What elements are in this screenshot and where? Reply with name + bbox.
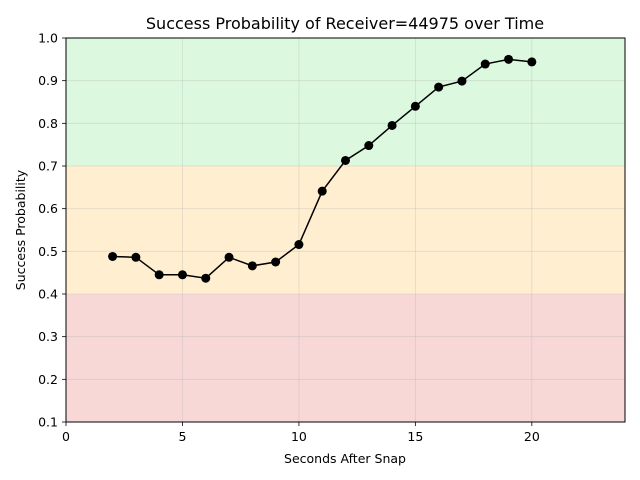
data-point	[294, 240, 304, 250]
y-tick-label: 0.3	[38, 329, 58, 344]
x-axis-ticks: 0 5 10 15 20	[62, 422, 540, 444]
data-point	[177, 270, 187, 280]
x-tick-label: 20	[524, 429, 540, 444]
x-axis-label: Seconds After Snap	[284, 451, 406, 466]
plot-frame	[65, 37, 626, 423]
band-1	[66, 166, 625, 294]
y-tick-label: 0.1	[38, 415, 58, 430]
data-point	[317, 186, 327, 196]
x-tick-label: 15	[407, 429, 423, 444]
data-point	[131, 252, 141, 262]
probability-bands	[66, 38, 625, 422]
data-point	[108, 251, 118, 261]
data-point	[224, 252, 234, 262]
data-point	[527, 57, 537, 67]
data-point	[410, 101, 420, 111]
data-point	[434, 82, 444, 92]
x-tick-label: 0	[62, 429, 70, 444]
band-2	[66, 38, 625, 166]
y-tick-label: 0.9	[38, 73, 58, 88]
data-point	[247, 261, 257, 271]
y-tick-label: 0.7	[38, 159, 58, 174]
y-tick-label: 1.0	[38, 31, 58, 46]
y-tick-label: 0.5	[38, 244, 58, 259]
data-point	[387, 120, 397, 130]
y-tick-label: 0.8	[38, 116, 58, 131]
y-tick-label: 0.4	[38, 287, 58, 302]
data-point	[457, 76, 467, 86]
data-point	[480, 59, 490, 69]
band-0	[66, 294, 625, 422]
data-point	[154, 270, 164, 280]
data-point	[364, 141, 374, 151]
data-point	[341, 155, 350, 165]
x-tick-label: 5	[178, 429, 186, 444]
chart-title: Success Probability of Receiver=44975 ov…	[146, 14, 544, 33]
y-axis-ticks: 0.1 0.2 0.3 0.4 0.5 0.6 0.7 0.8 0.9 1.0	[38, 31, 66, 430]
x-tick-label: 10	[291, 429, 307, 444]
y-axis-label: Success Probability	[13, 169, 28, 290]
data-point	[271, 257, 281, 267]
y-tick-label: 0.6	[38, 201, 58, 216]
y-tick-label: 0.2	[38, 372, 58, 387]
data-point	[201, 273, 211, 283]
series-layer	[108, 54, 537, 283]
data-point	[504, 54, 514, 64]
